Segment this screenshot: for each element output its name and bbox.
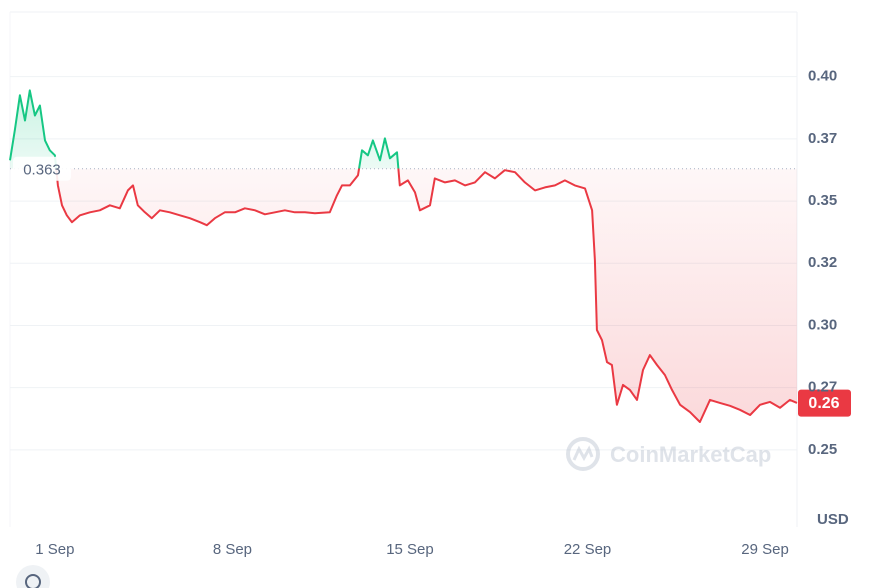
x-tick-label: 22 Sep [564,541,612,558]
watermark-text: CoinMarketCap [610,442,771,467]
y-tick-label: 0.27 [808,379,837,396]
y-tick-label: 0.25 [808,441,837,458]
y-tick-label: 0.32 [808,254,837,271]
y-tick-label: 0.30 [808,316,837,333]
x-tick-label: 1 Sep [35,541,74,558]
area [10,90,797,423]
last-price-label: 0.26 [808,395,839,412]
y-tick-label: 0.35 [808,192,837,209]
x-tick-label: 15 Sep [386,541,434,558]
price-line [9,89,798,423]
y-tick-label: 0.40 [808,68,837,85]
watermark: CoinMarketCap [566,437,771,471]
history-button[interactable] [16,565,50,588]
x-tick-label: 29 Sep [741,541,789,558]
reference-label: 0.363 [23,162,61,179]
last-price-box [798,389,851,417]
x-tick-label: 8 Sep [213,541,252,558]
currency-label: USD [817,511,849,528]
y-tick-label: 0.37 [808,130,837,147]
reference-label-box [13,156,71,181]
